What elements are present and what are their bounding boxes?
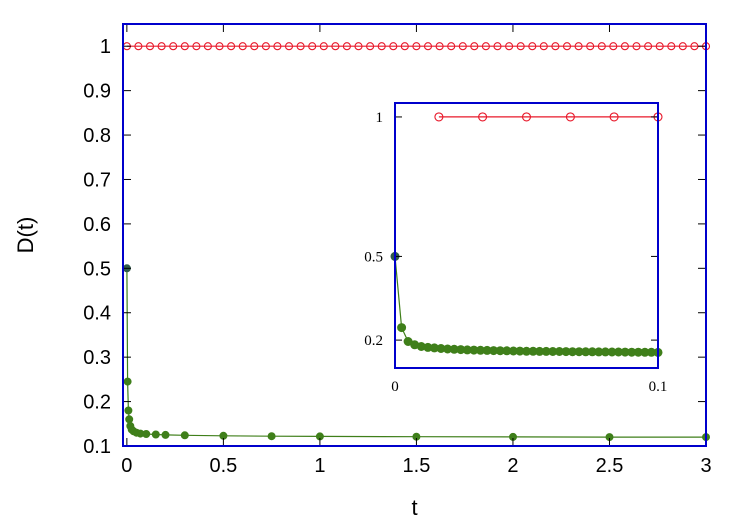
inset-y-tick-label: 1 (376, 110, 384, 126)
main-series-0-point (354, 42, 363, 51)
main-series-0-point (273, 42, 282, 51)
main-y-axis-label: D(t) (13, 217, 38, 254)
inset-series-0-point (521, 112, 532, 122)
main-series-0-point (597, 42, 606, 51)
inset-series-0-point (565, 112, 575, 122)
inset-y-tick-label: 0.2 (364, 333, 383, 349)
main-series-0-point (331, 42, 340, 51)
main-series-0-point (203, 42, 212, 51)
main-series-0-point (505, 42, 514, 51)
inset-series-layer (390, 112, 663, 357)
main-series-0-point (539, 42, 548, 51)
main-series-0-point (227, 42, 236, 51)
main-series-0-point (644, 42, 653, 51)
inset-x-tick-label: 0.1 (649, 379, 668, 395)
main-series-1-point (142, 430, 151, 438)
main-series-0-point (609, 42, 618, 51)
main-series-0-point (678, 42, 687, 51)
main-series-1-point (151, 430, 160, 439)
main-series-0-point (470, 42, 479, 51)
main-series-0-point (481, 42, 490, 51)
main-x-axis-label: t (411, 495, 417, 520)
main-y-tick-label: 0.1 (83, 436, 111, 458)
main-series-0-point (389, 42, 398, 51)
main-series-0-point (412, 42, 421, 51)
main-series-0-point (435, 42, 444, 51)
main-series-layer (122, 42, 711, 442)
main-series-0-point (562, 42, 572, 51)
main-series-0-point (586, 42, 595, 51)
main-series-1-point (161, 430, 170, 439)
main-y-tick-label: 0.7 (83, 169, 111, 191)
main-x-tick-label: 2.5 (596, 455, 624, 477)
main-series-0-point (284, 42, 294, 51)
main-series-0-point (145, 42, 155, 51)
main-series-0-point (261, 42, 270, 51)
inset-x-tick-label: 0 (391, 379, 399, 395)
main-y-tick-label: 0.9 (83, 81, 111, 103)
main-y-tick-label: 0.8 (83, 125, 111, 147)
inset-plot-frame (394, 102, 659, 369)
main-series-0-point (423, 42, 433, 51)
main-series-0-point (377, 42, 386, 51)
main-series-0-point (192, 42, 201, 51)
main-series-1-point (180, 431, 189, 440)
inset-chart: 0 0.1 0.2 0.5 1 (364, 102, 667, 395)
main-x-tick-label: 1 (314, 455, 325, 477)
inset-y-tick-label: 0.5 (364, 249, 383, 265)
main-series-0-point (180, 42, 189, 51)
main-series-0-point (157, 42, 166, 51)
main-series-0-point (447, 42, 456, 51)
main-series-0-point (238, 42, 247, 51)
main-series-0-point (308, 42, 317, 51)
main-series-1-point (267, 432, 276, 441)
main-x-tick-label: 1.5 (403, 455, 431, 477)
main-x-tick-label: 3 (700, 455, 711, 477)
main-series-0-point (528, 42, 537, 51)
main-x-tick-label: 0 (121, 455, 132, 477)
inset-background (395, 103, 658, 368)
main-x-tick-label: 0.5 (209, 455, 237, 477)
main-series-0-point (493, 42, 502, 51)
main-x-tick-label: 2 (507, 455, 518, 477)
main-series-1-point (123, 377, 132, 386)
main-series-0-point (319, 42, 328, 51)
main-y-tick-label: 0.3 (83, 347, 111, 369)
main-y-tick-label: 0.6 (83, 214, 111, 236)
main-y-tick-label: 0.4 (83, 303, 111, 325)
main-series-0-point (620, 42, 629, 51)
main-series-0-point (632, 42, 641, 51)
main-series-0-point (250, 42, 259, 51)
main-series-1-point (124, 406, 133, 415)
inset-series-0-point (478, 112, 488, 122)
main-y-tick-label: 0.5 (83, 258, 111, 280)
main-series-0-point (400, 42, 409, 51)
main-series-0-point (690, 42, 699, 51)
main-y-tick-label: 1 (100, 36, 111, 58)
main-series-0-point (134, 42, 143, 51)
main-series-0-point (574, 42, 583, 51)
main-plot-frame (122, 23, 707, 447)
main-series-0-point (667, 42, 676, 51)
inset-ticks-layer: 0 0.1 0.2 0.5 1 (364, 103, 667, 395)
main-series-1-point (125, 415, 134, 424)
main-series-0-point (458, 42, 467, 51)
main-series-0-point (516, 42, 525, 51)
inset-series-0-point (434, 112, 444, 122)
main-series-0-point (366, 42, 375, 51)
main-ticks-layer: 0 0.5 1 1.5 2 2.5 3 0.1 0.2 0.3 0.4 0.5 0.6 0.7 0.8 0.9… (83, 24, 712, 477)
main-series-0-point (551, 42, 560, 51)
main-series-0-point (342, 42, 351, 51)
main-chart: 0 0.5 1 1.5 2 2.5 3 0.1 0.2 0.3 0.4 0.5 0.6 0.7 0.8 0.9… (13, 23, 712, 520)
main-series-0-point (296, 42, 305, 51)
inset-series-0-point (609, 112, 619, 122)
main-series-0-point (215, 42, 224, 51)
main-series-0-point (169, 42, 178, 51)
main-y-tick-label: 0.2 (83, 392, 111, 414)
main-series-0-point (655, 42, 664, 51)
inset-series-1-point (397, 323, 407, 333)
